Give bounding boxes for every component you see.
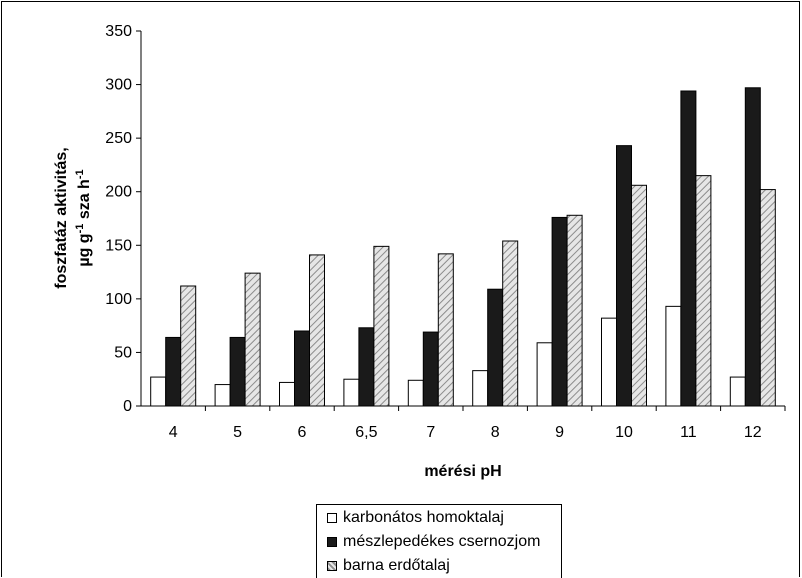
- bar-series-3: [759, 189, 776, 407]
- x-axis-ticks: 4 5 6 6,5 7 8 9 10 11 12: [169, 406, 786, 441]
- legend: karbonátos homoktalaj mészlepedékes cser…: [316, 504, 562, 578]
- y-tick-label: 0: [123, 398, 132, 415]
- y-axis-ticks: 0 50 100 150 200 250 300 350: [105, 23, 141, 415]
- bar-series-1: [665, 305, 682, 407]
- x-tick-label: 11: [680, 424, 697, 441]
- bar-series-2: [358, 327, 375, 407]
- y-tick-label: 100: [105, 291, 132, 308]
- legend-swatch-black: [327, 537, 337, 547]
- y-tick-label: 250: [105, 130, 132, 147]
- bar-series-2: [294, 330, 310, 407]
- y-tick-label: 50: [114, 344, 132, 361]
- x-tick-label: 4: [169, 424, 178, 441]
- x-tick-label: 5: [233, 424, 242, 441]
- y-tick-label: 200: [105, 184, 132, 201]
- ylabel-sup-2: -1: [74, 169, 86, 179]
- bar-series-2: [551, 216, 568, 407]
- bar-series-2: [487, 288, 504, 407]
- bars-group: [150, 87, 776, 407]
- x-axis-title: mérési pH: [424, 463, 501, 480]
- legend-label: mészlepedékes csernozjom: [343, 533, 541, 550]
- bar-series-3: [502, 240, 519, 407]
- legend-swatch-hatched: [327, 561, 337, 571]
- y-axis-title-line2: µg g-1 sza h-1: [74, 169, 93, 266]
- bar-series-1: [214, 384, 231, 407]
- x-tick-label: 9: [555, 424, 564, 441]
- x-tick-label: 12: [744, 424, 762, 441]
- ylabel-part-2: sza h: [76, 179, 93, 223]
- bar-series-2: [165, 336, 182, 407]
- bar-series-1: [279, 381, 295, 407]
- bar-series-1: [150, 376, 167, 407]
- bar-series-1: [601, 317, 617, 407]
- x-tick-label: 10: [615, 424, 633, 441]
- ylabel-sup-1: -1: [74, 224, 86, 234]
- y-axis-title-line1: foszfatáz aktivitás,: [53, 147, 70, 288]
- bar-series-3: [695, 175, 712, 407]
- legend-item-erdotalaj: barna erdőtalaj: [327, 556, 450, 576]
- x-tick-label: 8: [491, 424, 500, 441]
- bar-series-2: [229, 336, 246, 407]
- x-tick-label: 6: [298, 424, 307, 441]
- bar-series-1: [343, 378, 360, 407]
- bar-series-3: [180, 285, 197, 407]
- legend-label: karbonátos homoktalaj: [343, 509, 504, 526]
- y-tick-label: 150: [105, 237, 132, 254]
- legend-item-csernozjom: mészlepedékes csernozjom: [327, 532, 540, 552]
- legend-label: barna erdőtalaj: [343, 557, 450, 574]
- bar-series-1: [472, 370, 489, 407]
- bar-series-2: [680, 90, 697, 407]
- y-tick-label: 300: [105, 77, 132, 94]
- bar-series-1: [407, 379, 424, 407]
- bar-series-2: [616, 145, 632, 407]
- bar-series-3: [566, 214, 583, 407]
- bar-series-3: [437, 253, 454, 407]
- legend-swatch-white: [327, 513, 337, 523]
- bar-series-2: [744, 87, 761, 407]
- bar-series-1: [729, 376, 746, 407]
- bar-series-2: [422, 331, 439, 407]
- legend-item-karbonatos: karbonátos homoktalaj: [327, 508, 504, 528]
- bar-series-3: [631, 184, 647, 407]
- bar-series-3: [373, 245, 390, 407]
- bar-series-1: [536, 342, 553, 407]
- x-tick-label: 6,5: [355, 424, 377, 441]
- bar-series-3: [309, 254, 325, 407]
- y-tick-label: 350: [105, 23, 132, 40]
- ylabel-part-1: µg g: [76, 233, 93, 266]
- x-tick-label: 7: [426, 424, 435, 441]
- bar-series-3: [244, 272, 261, 407]
